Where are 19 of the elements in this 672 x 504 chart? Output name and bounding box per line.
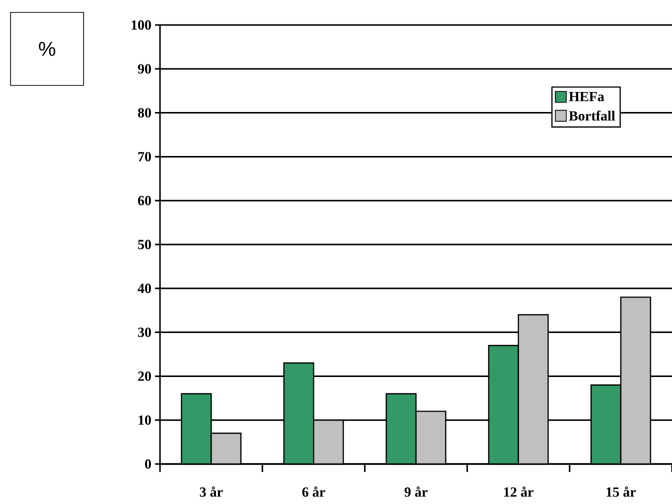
x-tick-label: 9 år [404, 486, 428, 497]
y-tick-label: 10 [138, 415, 151, 425]
y-axis-title: % [38, 42, 56, 56]
y-tick-label: 80 [138, 108, 151, 118]
y-tick-label: 30 [138, 328, 151, 338]
y-tick-label: 40 [138, 284, 151, 294]
y-tick-label: 100 [132, 20, 151, 30]
x-tick-label: 3 år [200, 486, 223, 497]
y-tick-label: 60 [138, 196, 151, 206]
legend-label: Bortfall [568, 110, 615, 121]
legend-label: HEFa [568, 92, 604, 102]
x-tick-label: 15 år [606, 486, 636, 497]
y-tick-label: 70 [138, 152, 151, 162]
x-tick-label: 12 år [504, 486, 534, 497]
x-tick-label: 6 år [302, 486, 326, 497]
y-tick-label: 50 [138, 240, 151, 250]
y-tick-label: 20 [138, 371, 151, 381]
y-tick-label: 90 [138, 64, 151, 74]
y-tick-label: 0 [145, 459, 151, 469]
